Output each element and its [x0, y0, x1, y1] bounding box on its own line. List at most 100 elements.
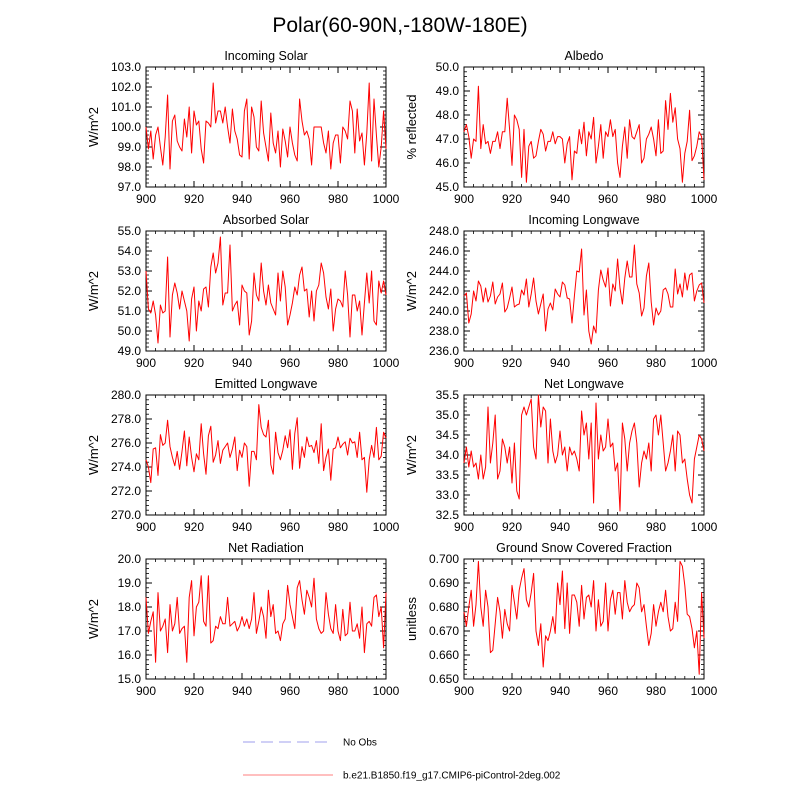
y-tick-label: 97.0 [118, 180, 142, 194]
x-tick-label: 940 [550, 192, 570, 206]
y-tick-label: 248.0 [429, 224, 459, 238]
panel-albedo: 900 920 940 960 980 1000 45.0 46.0 47.0 48.0 49.0 5… [404, 49, 718, 206]
x-tick-label: 920 [502, 684, 522, 698]
panel-title: Albedo [565, 49, 604, 63]
y-tick-label: 240.0 [429, 304, 459, 318]
x-tick-label: 920 [502, 192, 522, 206]
x-tick-label: 920 [502, 520, 522, 534]
x-tick-label: 980 [328, 520, 348, 534]
y-tick-label: 20.0 [118, 552, 142, 566]
figure-title: Polar(60-90N,-180W-180E) [272, 14, 527, 37]
panel-title: Ground Snow Covered Fraction [496, 541, 672, 555]
x-tick-label: 980 [328, 356, 348, 370]
y-tick-label: 270.0 [111, 508, 141, 522]
y-tick-label: 50.0 [118, 324, 142, 338]
x-tick-label: 960 [280, 192, 300, 206]
y-tick-label: 34.0 [436, 448, 460, 462]
y-tick-label: 0.690 [429, 576, 459, 590]
x-tick-label: 940 [232, 684, 252, 698]
y-tick-label: 18.0 [118, 600, 142, 614]
y-tick-label: 100.0 [111, 120, 141, 134]
y-axis-label: W/m^2 [404, 435, 419, 475]
x-tick-label: 940 [232, 520, 252, 534]
x-tick-label: 900 [136, 192, 156, 206]
x-tick-label: 960 [598, 356, 618, 370]
y-axis-label: W/m^2 [86, 107, 101, 147]
y-tick-label: 50.0 [436, 60, 460, 74]
y-tick-label: 55.0 [118, 224, 142, 238]
x-tick-label: 960 [598, 520, 618, 534]
y-tick-label: 99.0 [118, 140, 142, 154]
y-tick-label: 51.0 [118, 304, 142, 318]
plot-frame [145, 558, 387, 680]
x-tick-label: 980 [328, 192, 348, 206]
x-tick-label: 1000 [691, 684, 718, 698]
y-axis-label: W/m^2 [86, 271, 101, 311]
x-tick-label: 1000 [691, 192, 718, 206]
panel-incoming-solar: 900 920 940 960 980 1000 97.0 98.0 99.0 100.0 101.… [86, 49, 400, 206]
y-axis-label: % reflected [404, 94, 419, 159]
y-tick-label: 102.0 [111, 80, 141, 94]
y-axis-label: W/m^2 [86, 435, 101, 475]
series-line-incoming-longwave [463, 244, 705, 345]
x-tick-label: 980 [646, 520, 666, 534]
y-tick-label: 32.5 [436, 508, 460, 522]
x-tick-label: 920 [184, 520, 204, 534]
series-line-absorbed-solar [145, 236, 387, 344]
series-line-albedo [463, 85, 705, 183]
y-tick-label: 272.0 [111, 484, 141, 498]
series-line-emitted-longwave [145, 404, 387, 493]
panel-incoming-longwave: 900 920 940 960 980 1000 236.0 238.0 240.0 242.0 2… [404, 213, 718, 370]
y-tick-label: 46.0 [436, 156, 460, 170]
panel-title: Net Radiation [228, 541, 304, 555]
x-tick-label: 960 [280, 684, 300, 698]
panel-title: Incoming Solar [224, 49, 307, 63]
panel-title: Absorbed Solar [223, 213, 309, 227]
plot-frame [145, 66, 387, 188]
x-tick-label: 980 [646, 684, 666, 698]
y-tick-label: 48.0 [436, 108, 460, 122]
x-tick-label: 1000 [373, 520, 400, 534]
legend-label-no-obs: No Obs [343, 738, 377, 749]
x-tick-label: 920 [184, 356, 204, 370]
plot-frame [463, 66, 705, 188]
panels: 900 920 940 960 980 1000 97.0 98.0 99.0 100.0 101.… [86, 49, 718, 698]
y-tick-label: 0.660 [429, 648, 459, 662]
x-tick-label: 1000 [373, 192, 400, 206]
y-tick-label: 19.0 [118, 576, 142, 590]
y-tick-label: 16.0 [118, 648, 142, 662]
x-tick-label: 940 [550, 356, 570, 370]
y-tick-label: 0.650 [429, 672, 459, 686]
x-tick-label: 960 [280, 356, 300, 370]
panel-title: Incoming Longwave [528, 213, 639, 227]
y-tick-label: 33.5 [436, 468, 460, 482]
y-tick-label: 15.0 [118, 672, 142, 686]
y-tick-label: 49.0 [436, 84, 460, 98]
x-tick-label: 920 [184, 192, 204, 206]
y-tick-label: 49.0 [118, 344, 142, 358]
y-tick-label: 0.700 [429, 552, 459, 566]
series-line-incoming-solar [145, 82, 387, 170]
y-tick-label: 34.5 [436, 428, 460, 442]
x-tick-label: 980 [646, 356, 666, 370]
x-tick-label: 980 [646, 192, 666, 206]
y-tick-label: 242.0 [429, 284, 459, 298]
plot-frame [463, 558, 705, 680]
x-tick-label: 940 [232, 192, 252, 206]
series-line-net-longwave [463, 394, 705, 512]
y-tick-label: 35.0 [436, 408, 460, 422]
x-tick-label: 900 [454, 520, 474, 534]
y-axis-label: W/m^2 [404, 271, 419, 311]
y-tick-label: 280.0 [111, 388, 141, 402]
y-tick-label: 54.0 [118, 244, 142, 258]
y-tick-label: 33.0 [436, 488, 460, 502]
y-tick-label: 103.0 [111, 60, 141, 74]
x-tick-label: 900 [454, 356, 474, 370]
y-axis-label: W/m^2 [86, 599, 101, 639]
plot-frame [463, 394, 705, 516]
plot-frame [463, 230, 705, 352]
x-tick-label: 980 [328, 684, 348, 698]
x-tick-label: 1000 [691, 520, 718, 534]
x-tick-label: 900 [454, 684, 474, 698]
